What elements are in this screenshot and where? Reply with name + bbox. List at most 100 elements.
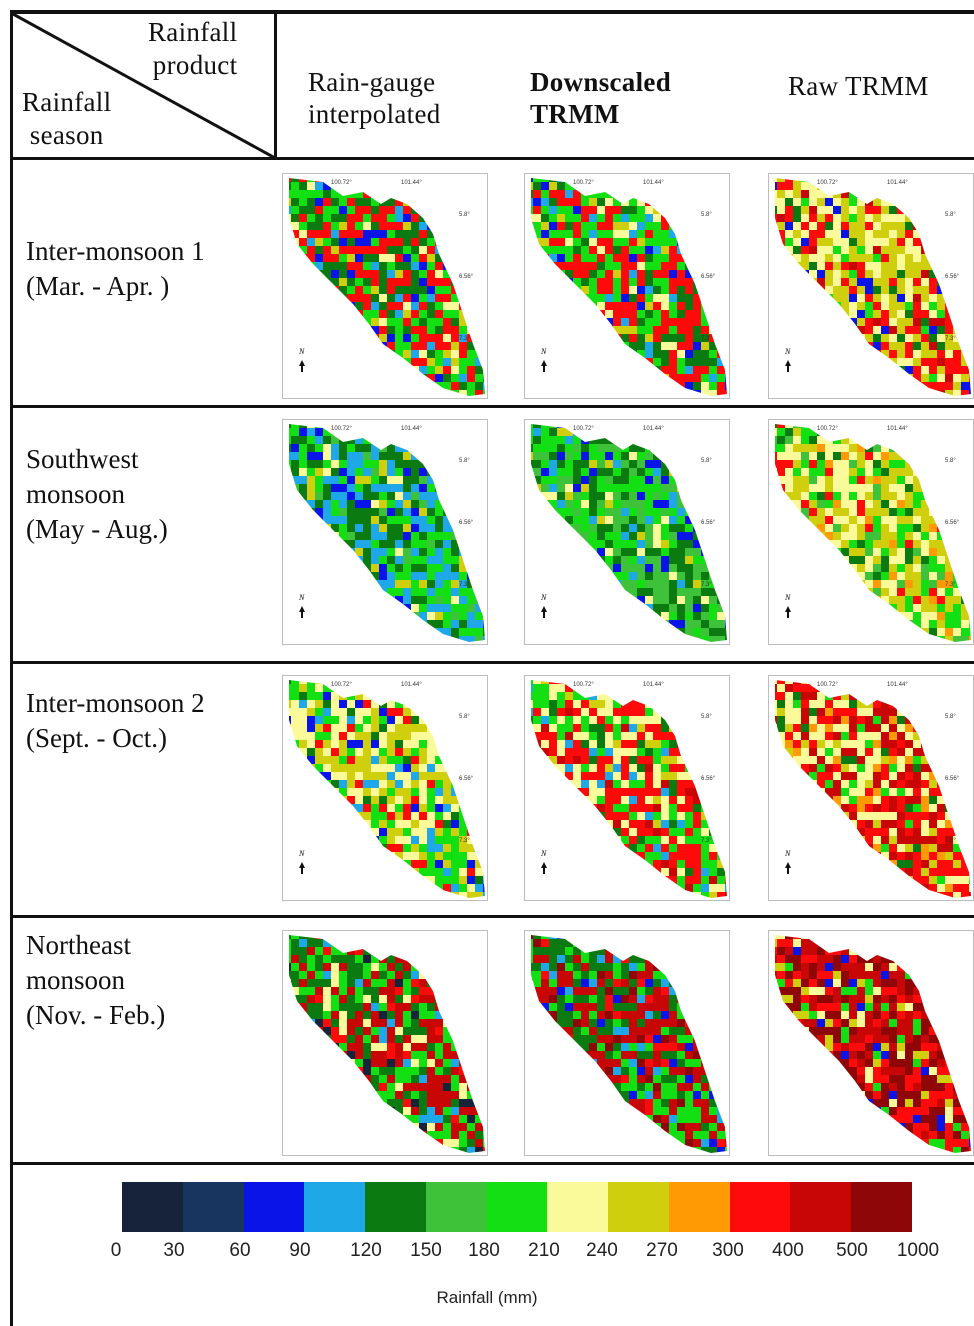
legend-swatch (365, 1182, 427, 1232)
row-divider (10, 405, 974, 408)
legend-tick-label: 400 (772, 1240, 804, 1261)
latitude-label: 6.56° (701, 776, 716, 782)
north-label: N (540, 347, 547, 356)
legend-swatch (729, 1182, 791, 1232)
longitude-label: 100.72° (573, 180, 594, 186)
legend-swatch (425, 1182, 487, 1232)
latitude-label: 5.8° (701, 714, 712, 720)
legend-tick-label: 1000 (896, 1240, 940, 1261)
longitude-label: 100.72° (817, 426, 838, 432)
legend-tick-label: 120 (350, 1240, 382, 1261)
legend-title: Rainfall (mm) (436, 1288, 538, 1307)
latitude-label: 6.56° (459, 520, 474, 526)
rainfall-map-panel: 100.72° 101.44° 5.8° 6.56° 7.3° N (524, 419, 730, 645)
legend-tick-label: 90 (289, 1240, 311, 1261)
legend-tick-label: 150 (410, 1240, 442, 1261)
legend-swatch (486, 1182, 548, 1232)
latitude-label: 6.56° (701, 520, 716, 526)
north-arrow-icon (541, 360, 547, 372)
north-label: N (298, 593, 305, 602)
column-header-downscaled: Downscaled TRMM (530, 67, 672, 129)
legend-swatch (851, 1182, 913, 1232)
corner-product-label: Rainfall product (148, 17, 238, 80)
latitude-label: 6.56° (945, 776, 960, 782)
rainfall-map-panel (282, 930, 488, 1156)
legend-swatch (608, 1182, 670, 1232)
legend-tick-label: 60 (229, 1240, 251, 1261)
latitude-label: 7.3° (701, 582, 712, 588)
latitude-label: 7.3° (701, 336, 712, 342)
legend-tick-label: 240 (586, 1240, 618, 1261)
season-label: Southwest monsoon (May - Aug.) (26, 444, 168, 544)
latitude-label: 5.8° (945, 212, 956, 218)
legend-tick-label: 0 (110, 1240, 122, 1261)
legend-swatch (547, 1182, 609, 1232)
legend-tick-label: 180 (468, 1240, 500, 1261)
column-header-rain-gauge: Rain-gauge interpolated (308, 67, 441, 129)
legend-tick-label: 300 (712, 1240, 744, 1261)
latitude-label: 6.56° (459, 274, 474, 280)
longitude-label: 101.44° (401, 426, 422, 432)
season-label: Inter-monsoon 1 (Mar. - Apr. ) (26, 236, 205, 301)
season-label: Inter-monsoon 2 (Sept. - Oct.) (26, 688, 205, 753)
longitude-label: 101.44° (887, 180, 908, 186)
north-label: N (540, 849, 547, 858)
north-arrow-icon (785, 360, 791, 372)
north-arrow-icon (785, 862, 791, 874)
north-label: N (540, 593, 547, 602)
longitude-label: 101.44° (887, 682, 908, 688)
longitude-label: 101.44° (643, 426, 664, 432)
north-label: N (298, 849, 305, 858)
north-arrow-icon (785, 606, 791, 618)
legend-swatch (243, 1182, 305, 1232)
legend-swatch (122, 1182, 183, 1232)
header-bottom-border (10, 157, 974, 160)
legend-tick-label: 270 (646, 1240, 678, 1261)
row-divider (10, 1162, 974, 1165)
longitude-label: 100.72° (573, 682, 594, 688)
longitude-label: 101.44° (401, 180, 422, 186)
longitude-label: 101.44° (401, 682, 422, 688)
longitude-label: 100.72° (817, 682, 838, 688)
latitude-label: 7.3° (459, 582, 470, 588)
north-label: N (784, 347, 791, 356)
north-arrow-icon (299, 360, 305, 372)
legend-swatch (790, 1182, 852, 1232)
column-header-raw-trmm: Raw TRMM (788, 71, 929, 101)
latitude-label: 6.56° (459, 776, 474, 782)
north-label: N (784, 849, 791, 858)
latitude-label: 5.8° (945, 458, 956, 464)
latitude-label: 5.8° (459, 458, 470, 464)
header-divider (274, 10, 277, 160)
legend-tick-label: 500 (836, 1240, 868, 1261)
latitude-label: 7.3° (459, 838, 470, 844)
legend-tick-label: 210 (528, 1240, 560, 1261)
legend-swatch (304, 1182, 366, 1232)
north-arrow-icon (541, 606, 547, 618)
rainfall-map-panel: 100.72° 101.44° 5.8° 6.56° 7.3° N (768, 173, 974, 399)
north-arrow-icon (541, 862, 547, 874)
latitude-label: 7.3° (945, 582, 956, 588)
latitude-label: 5.8° (459, 212, 470, 218)
latitude-label: 6.56° (945, 274, 960, 280)
longitude-label: 100.72° (331, 682, 352, 688)
rainfall-map-panel: 100.72° 101.44° 5.8° 6.56° 7.3° N (282, 419, 488, 645)
longitude-label: 100.72° (331, 426, 352, 432)
rainfall-map-panel: 100.72° 101.44° 5.8° 6.56° 7.3° N (768, 675, 974, 901)
rainfall-map-panel (768, 930, 974, 1156)
latitude-label: 6.56° (701, 274, 716, 280)
rainfall-map-panel: 100.72° 101.44° 5.8° 6.56° 7.3° N (524, 675, 730, 901)
longitude-label: 100.72° (573, 426, 594, 432)
rainfall-map-panel: 100.72° 101.44° 5.8° 6.56° 7.3° N (282, 675, 488, 901)
corner-season-label: Rainfall season (22, 87, 112, 150)
latitude-label: 7.3° (701, 838, 712, 844)
latitude-label: 5.8° (701, 458, 712, 464)
north-label: N (784, 593, 791, 602)
longitude-label: 101.44° (643, 682, 664, 688)
rainfall-map-panel: 100.72° 101.44° 5.8° 6.56° 7.3° N (768, 419, 974, 645)
season-label: Northeast monsoon (Nov. - Feb.) (26, 930, 166, 1030)
longitude-label: 101.44° (887, 426, 908, 432)
legend-swatch (182, 1182, 244, 1232)
longitude-label: 100.72° (817, 180, 838, 186)
latitude-label: 7.3° (459, 336, 470, 342)
